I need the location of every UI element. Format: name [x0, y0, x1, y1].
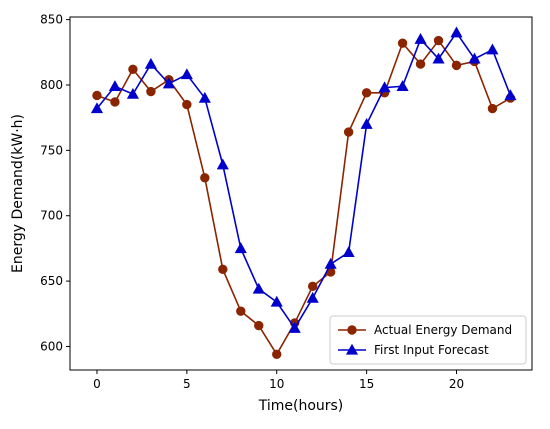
y-tick-label: 850 [40, 13, 63, 27]
data-point [218, 264, 228, 275]
data-point [432, 52, 445, 64]
data-point [343, 127, 354, 137]
data-point [360, 117, 373, 129]
data-point [146, 86, 156, 97]
x-tick-label: 20 [449, 377, 464, 391]
data-point [288, 321, 301, 333]
data-point [378, 81, 391, 93]
data-point [182, 99, 192, 110]
x-axis-label: Time(hours) [258, 398, 344, 414]
data-point [234, 242, 247, 254]
data-point [126, 87, 139, 99]
data-point [415, 59, 426, 69]
y-tick-label: 800 [40, 78, 63, 92]
data-point [198, 91, 211, 103]
data-point [450, 26, 463, 38]
y-tick-label: 600 [40, 339, 63, 353]
data-point [270, 295, 283, 307]
data-point [324, 257, 337, 269]
data-point [162, 77, 175, 89]
data-point [272, 349, 282, 360]
data-point [180, 68, 193, 80]
data-point [397, 38, 408, 48]
legend-item: Actual Energy Demand [338, 323, 512, 337]
legend-box [329, 315, 527, 365]
axes: 0 5 10 15 20 600 650 700 750 800 850 [40, 13, 533, 391]
axes-frame [69, 16, 533, 371]
legend: Actual Energy Demand First Input Forecast [329, 315, 527, 365]
legend-label: First Input Forecast [374, 343, 489, 357]
data-point [487, 103, 498, 114]
y-tick-label: 700 [40, 209, 63, 223]
legend-marker [347, 325, 357, 335]
data-point [361, 88, 372, 98]
series-1 [92, 35, 516, 360]
data-point [433, 35, 444, 46]
data-point [468, 52, 481, 64]
legend-item: First Input Forecast [338, 343, 489, 357]
data-point [110, 97, 120, 107]
data-point [504, 89, 517, 101]
y-tick-label: 650 [40, 274, 63, 288]
data-point [92, 90, 102, 101]
data-point [144, 57, 157, 69]
x-tick-label: 10 [269, 377, 284, 391]
data-point [216, 158, 229, 170]
y-tick-label: 750 [40, 143, 63, 157]
data-point [486, 43, 499, 55]
data-point [414, 32, 427, 44]
x-tick-label: 5 [183, 377, 191, 391]
data-point [254, 320, 264, 331]
y-axis-label: Energy Demand(kW·h) [10, 114, 26, 273]
legend-label: Actual Energy Demand [374, 323, 512, 337]
data-point [90, 102, 104, 114]
series-line [96, 39, 511, 356]
series-2 [90, 26, 517, 333]
data-point [306, 291, 319, 303]
data-point [108, 80, 121, 91]
data-point [342, 246, 355, 257]
plot-area [90, 26, 517, 360]
x-tick-label: 15 [359, 377, 374, 391]
data-point [307, 281, 318, 292]
data-point [451, 60, 462, 71]
data-point [128, 64, 138, 74]
data-point [236, 306, 246, 316]
legend-marker [345, 343, 359, 355]
series-line [96, 31, 512, 330]
x-tick-label: 0 [93, 377, 101, 391]
data-point [396, 80, 409, 91]
data-point [252, 282, 265, 294]
data-point [200, 173, 210, 183]
